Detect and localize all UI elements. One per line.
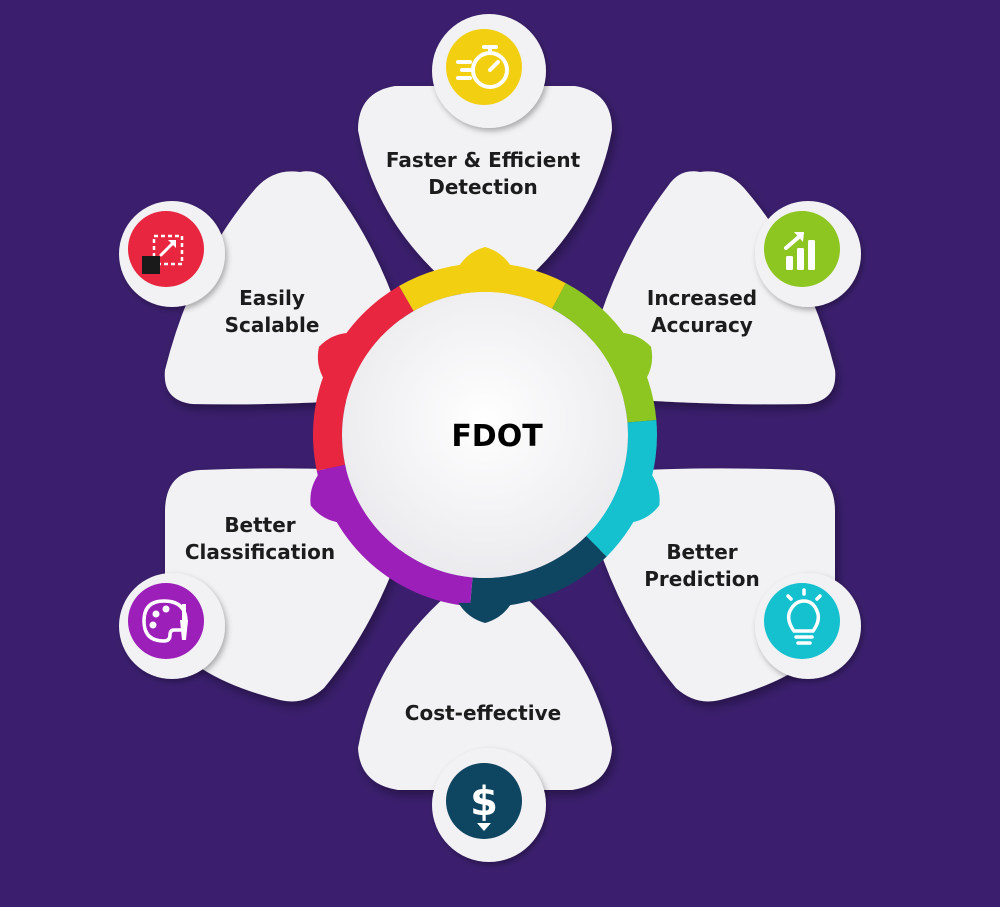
ring-tab-top xyxy=(458,247,512,268)
petal-bottom xyxy=(358,572,612,790)
label-accuracy-line1: Increased xyxy=(647,286,757,310)
ring-tab-top-left xyxy=(317,332,350,380)
label-classification-line1: Better xyxy=(224,513,295,537)
center-disc xyxy=(342,292,628,578)
badge-cost: $ xyxy=(432,748,546,862)
badge-classification xyxy=(119,573,225,679)
badge-accuracy xyxy=(755,201,861,307)
label-faster-line1: Faster & Efficient xyxy=(386,148,581,172)
color-ring xyxy=(313,263,657,607)
ring-segment-purple xyxy=(316,464,473,607)
center-title: FDOT xyxy=(451,419,543,454)
lightbulb-icon xyxy=(786,588,822,645)
ring-segment-yellow xyxy=(399,263,566,312)
label-scalable-line1: Easily xyxy=(239,286,305,310)
svg-text:$: $ xyxy=(470,779,498,825)
label-classification-line2: Classification xyxy=(185,540,335,564)
label-accuracy-line2: Accuracy xyxy=(651,313,753,337)
scale-expand-icon xyxy=(142,234,184,274)
label-scalable-line2: Scalable xyxy=(225,313,320,337)
label-prediction-line1: Better xyxy=(666,540,737,564)
ring-segment-green xyxy=(552,283,657,423)
dollar-icon: $ xyxy=(470,779,498,831)
ring-segment-red xyxy=(313,286,414,471)
badge-faster xyxy=(432,14,546,128)
ring-segment-navy xyxy=(470,536,607,607)
ring-tab-bottom xyxy=(458,602,512,623)
icon-badges: $ xyxy=(119,14,861,862)
palette-icon xyxy=(142,599,188,643)
label-cost-line1: Cost-effective xyxy=(405,701,561,725)
ring-tabs xyxy=(310,247,660,623)
ring-tab-bottom-right xyxy=(630,473,660,523)
petal-top xyxy=(358,86,612,306)
ring-tab-top-right xyxy=(620,332,653,380)
label-prediction-line2: Prediction xyxy=(644,567,760,591)
labels: Faster & Efficient Detection Increased A… xyxy=(185,148,760,725)
stopwatch-icon xyxy=(456,45,509,89)
ring-segment-cyan xyxy=(586,420,657,557)
ring-tab-bottom-left xyxy=(310,473,340,523)
growth-chart-icon xyxy=(784,232,815,270)
label-faster-line2: Detection xyxy=(428,175,538,199)
badge-prediction xyxy=(755,573,861,679)
badge-scalable xyxy=(119,201,225,307)
